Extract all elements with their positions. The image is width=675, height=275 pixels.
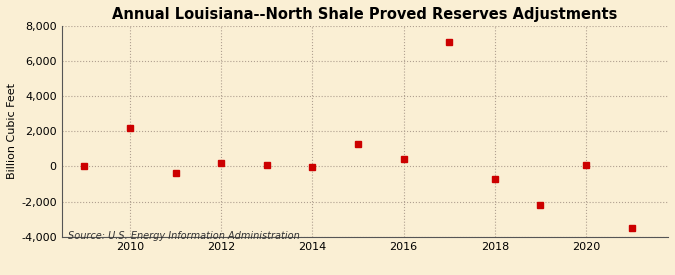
Y-axis label: Billion Cubic Feet: Billion Cubic Feet	[7, 83, 17, 179]
Text: Source: U.S. Energy Information Administration: Source: U.S. Energy Information Administ…	[68, 231, 300, 241]
Title: Annual Louisiana--North Shale Proved Reserves Adjustments: Annual Louisiana--North Shale Proved Res…	[112, 7, 618, 22]
